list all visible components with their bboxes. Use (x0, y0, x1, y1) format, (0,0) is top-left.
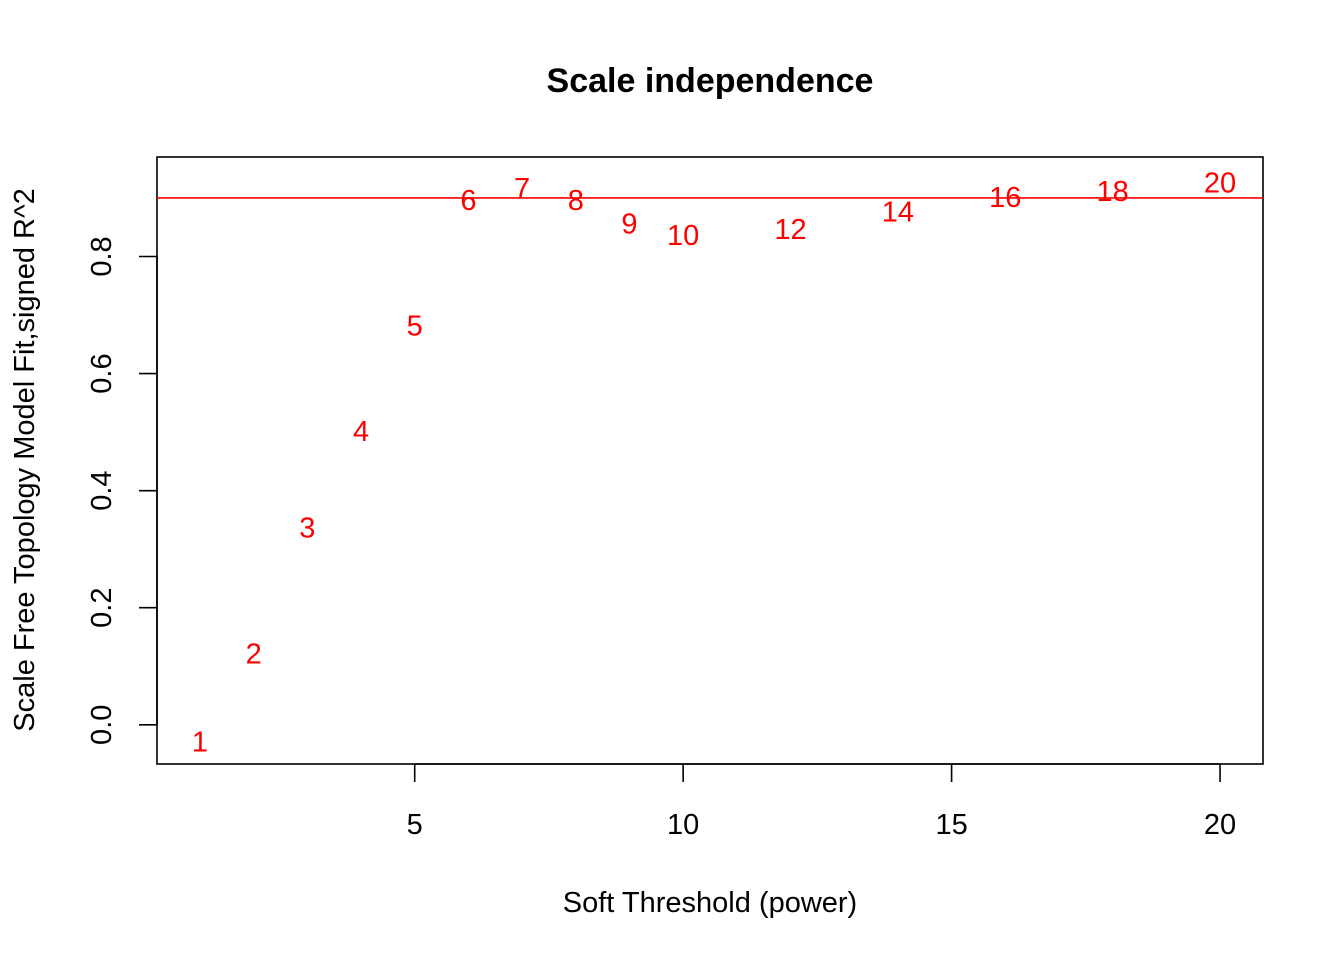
point-label: 4 (353, 416, 369, 448)
point-label: 12 (774, 214, 806, 246)
y-tick-label: 0.4 (86, 470, 118, 510)
point-label: 5 (407, 311, 423, 343)
y-tick-label: 0.8 (86, 236, 118, 276)
y-tick-label: 0.6 (86, 353, 118, 393)
point-label: 2 (246, 639, 262, 671)
chart-title: Scale independence (547, 62, 874, 100)
axes: 5 10 15 200.00.20.40.60.8 (86, 236, 1236, 841)
x-tick-label: 15 (935, 809, 967, 841)
point-label: 10 (667, 220, 699, 252)
plot-frame (156, 156, 1264, 765)
point-label: 9 (621, 208, 637, 240)
x-tick-label: 10 (667, 809, 699, 841)
point-label: 20 (1204, 167, 1236, 199)
y-tick-label: 0.0 (86, 705, 118, 745)
point-label: 18 (1097, 176, 1129, 208)
point-label: 3 (299, 513, 315, 545)
point-label: 16 (989, 182, 1021, 214)
x-tick-label: 5 (407, 809, 423, 841)
point-label: 7 (514, 173, 530, 205)
point-label: 1 (192, 726, 208, 758)
point-label: 6 (460, 185, 476, 217)
x-axis-label: Soft Threshold (power) (563, 887, 857, 919)
point-label: 14 (882, 197, 914, 229)
x-tick-label: 20 (1204, 809, 1236, 841)
point-label: 8 (568, 185, 584, 217)
y-axis-label: Scale Free Topology Model Fit,signed R^2 (9, 188, 41, 731)
y-tick-label: 0.2 (86, 588, 118, 628)
